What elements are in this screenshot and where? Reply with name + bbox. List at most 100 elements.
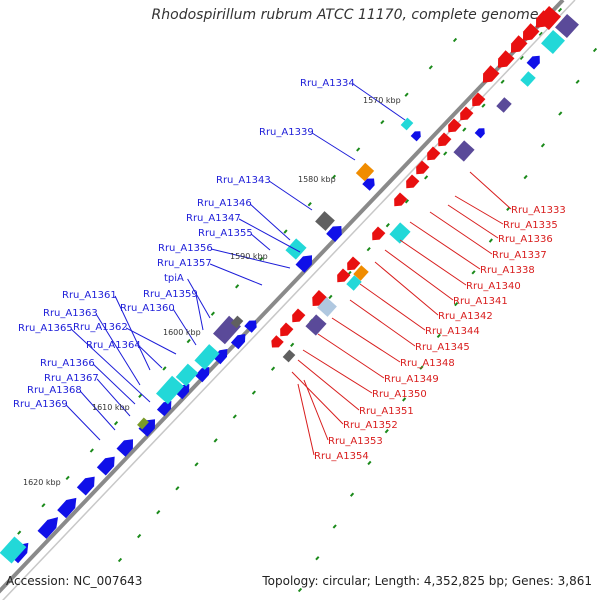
gene-label-right: Rru_A1336	[498, 234, 553, 245]
leader-line	[291, 371, 344, 425]
leader-line	[114, 295, 151, 371]
gene-arrow	[448, 118, 462, 133]
gene-label-right: Rru_A1353	[328, 436, 383, 447]
kbp-tick-label: 1600 kbp	[163, 328, 201, 337]
gene-feature	[137, 417, 149, 430]
gene-arrow	[410, 131, 421, 142]
gene-arrow	[295, 255, 313, 273]
gene-label-left: Rru_A1363	[43, 308, 98, 319]
gene-arrow	[57, 497, 77, 519]
scale-tick	[65, 475, 70, 481]
gene-arrow	[194, 367, 210, 383]
scale-tick	[424, 175, 429, 180]
scale-tick	[540, 143, 546, 148]
gene-arrow	[244, 320, 257, 333]
gene-label-right: Rru_A1345	[415, 342, 470, 353]
scale-tick	[500, 79, 505, 84]
scale-tick	[315, 556, 320, 561]
scale-tick	[213, 438, 218, 443]
leader-line	[311, 132, 356, 161]
scale-tick	[402, 397, 407, 402]
leader-line	[302, 349, 373, 394]
scale-tick	[251, 390, 256, 395]
gene-arrow	[472, 92, 486, 107]
scale-tick	[367, 460, 372, 466]
leader-line	[359, 283, 426, 331]
gene-label-left: Rru_A1343	[216, 175, 271, 186]
gene-feature	[355, 162, 375, 182]
scale-tick	[270, 366, 276, 371]
gene-arrow	[522, 23, 540, 41]
leader-line	[172, 308, 197, 346]
gene-label-right: Rru_A1350	[372, 389, 427, 400]
scale-tick	[138, 393, 143, 398]
scale-tick	[454, 301, 459, 307]
gene-arrow	[372, 226, 386, 241]
scale-tick	[384, 429, 389, 434]
kbp-tick-label: 1570 kbp	[363, 96, 401, 105]
scale-tick	[156, 510, 161, 515]
gene-label-left: Rru_A1364	[86, 340, 141, 351]
leader-line	[65, 404, 101, 441]
genome-backbone	[0, 0, 565, 594]
leader-line	[268, 180, 313, 211]
gene-label-right: Rru_A1333	[511, 205, 566, 216]
scale-tick	[113, 421, 119, 426]
scale-tick	[462, 127, 467, 132]
gene-arrow	[474, 128, 485, 139]
gene-label-right: Rru_A1338	[480, 265, 535, 276]
gene-highlight	[520, 71, 536, 87]
gene-arrow	[438, 132, 452, 147]
gene-arrow	[482, 65, 500, 83]
leader-line	[429, 211, 493, 255]
kbp-tick-label: 1620 kbp	[23, 478, 61, 487]
leader-line	[297, 383, 315, 456]
leader-line	[331, 317, 401, 363]
gene-arrow	[362, 178, 375, 191]
gene-arrow	[292, 308, 306, 323]
gene-arrow	[427, 146, 441, 161]
gene-arrow	[416, 160, 430, 175]
gene-arrow	[347, 256, 361, 271]
leader-line	[469, 171, 512, 210]
gene-label-right: Rru_A1354	[314, 451, 369, 462]
scale-tick	[194, 462, 199, 467]
gene-label-right: Rru_A1342	[438, 311, 493, 322]
leader-line	[70, 328, 151, 403]
gene-label-left: Rru_A1367	[44, 373, 99, 384]
leader-line	[454, 195, 504, 225]
leader-line	[303, 379, 329, 441]
scale-tick	[557, 7, 563, 13]
gene-highlight	[156, 375, 184, 405]
gene-feature	[315, 211, 335, 231]
gene-arrow	[116, 439, 134, 457]
genome-title: Rhodospirillum rubrum ATCC 11170, comple…	[151, 7, 539, 23]
leader-line	[409, 221, 481, 270]
gene-label-left: Rru_A1366	[40, 358, 95, 369]
gene-label-left: Rru_A1368	[27, 385, 82, 396]
scale-tick	[523, 174, 528, 180]
leader-line	[138, 345, 163, 369]
gene-label-left: Rru_A1359	[143, 289, 198, 300]
leader-line	[209, 263, 263, 286]
scale-tick	[436, 333, 441, 339]
gene-highlight	[389, 222, 411, 244]
leader-line	[195, 294, 204, 331]
kbp-tick-label: 1580 kbp	[298, 175, 336, 184]
scale-tick	[332, 524, 337, 529]
gene-highlight	[541, 29, 565, 55]
scale-tick	[471, 270, 476, 275]
leader-line	[238, 218, 301, 253]
scale-tick	[259, 256, 264, 262]
leader-line	[187, 278, 211, 319]
scale-tick	[380, 119, 385, 125]
scale-tick	[162, 366, 167, 371]
scale-tick	[297, 587, 303, 593]
gene-label-left: Rru_A1355	[198, 228, 253, 239]
gene-highlight	[194, 344, 220, 370]
scale-tick	[41, 503, 46, 508]
scale-tick	[356, 147, 361, 152]
gene-feature	[317, 297, 337, 317]
gene-arrow	[497, 50, 515, 68]
